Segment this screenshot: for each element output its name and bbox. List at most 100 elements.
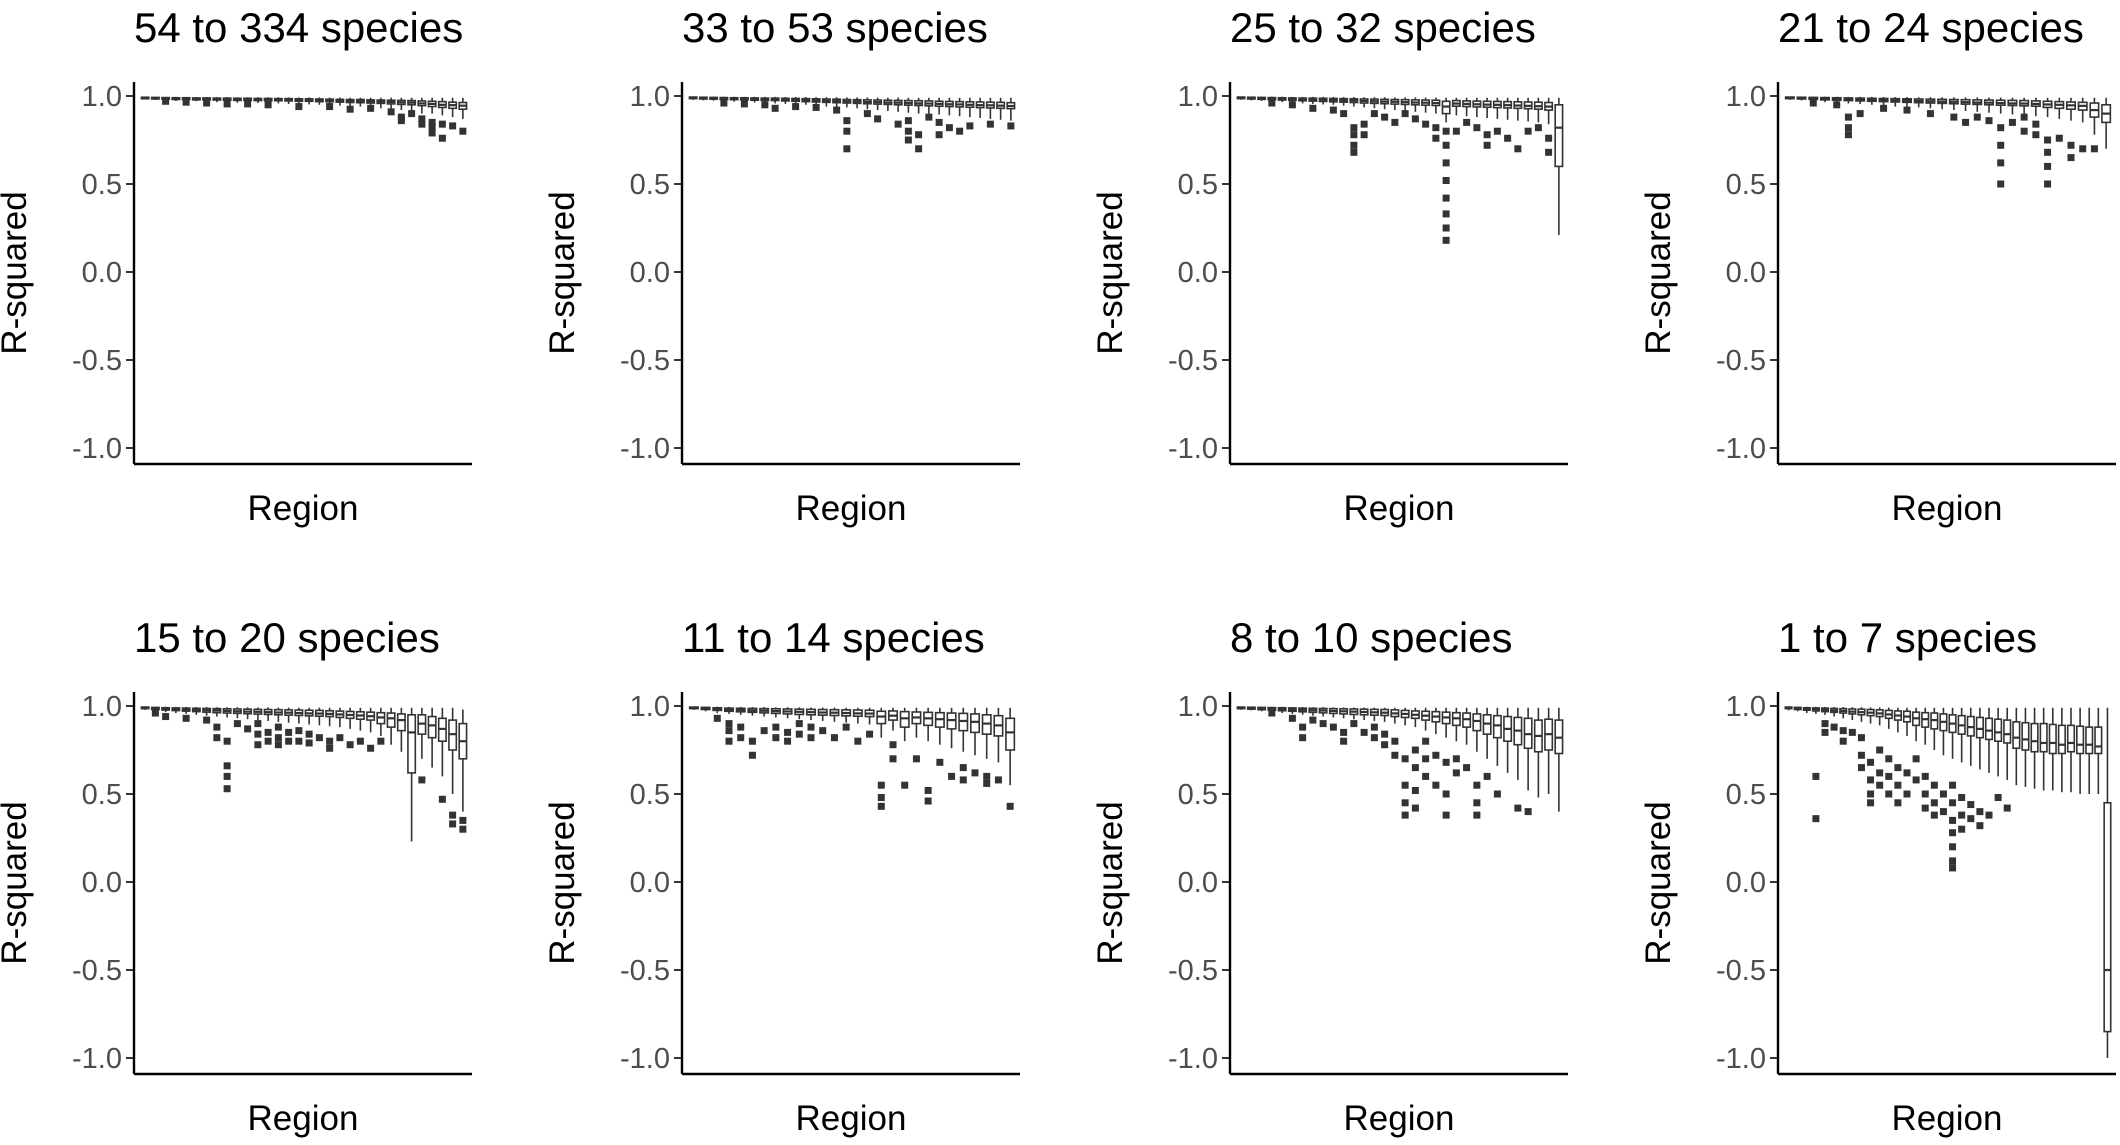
- outlier-point: [924, 786, 932, 794]
- outlier-point: [1809, 99, 1817, 107]
- y-tick-label: 0.0: [1178, 867, 1218, 899]
- y-tick-label: -0.5: [1168, 955, 1218, 987]
- outlier-point: [994, 776, 1002, 784]
- outlier-point: [1370, 734, 1378, 742]
- box-14: [821, 97, 831, 107]
- outlier-point: [725, 727, 733, 735]
- outlier-point: [1350, 148, 1358, 156]
- box-21: [1441, 97, 1451, 244]
- box-20: [335, 707, 345, 742]
- outlier-point: [1885, 790, 1893, 798]
- box-17: [852, 97, 862, 109]
- box-3: [1802, 706, 1811, 714]
- box-26: [944, 97, 954, 132]
- outlier-point: [1350, 141, 1358, 149]
- box-30: [985, 97, 995, 128]
- outlier-point: [748, 751, 756, 759]
- outlier-point: [792, 103, 800, 111]
- outlier-point: [2008, 118, 2016, 126]
- outlier-point: [244, 725, 252, 733]
- outlier-point: [377, 737, 385, 745]
- box-28: [965, 97, 975, 130]
- box-28: [1513, 707, 1523, 812]
- box-4: [171, 706, 181, 714]
- y-tick-label: -0.5: [72, 345, 122, 377]
- outlier-point: [1958, 811, 1966, 819]
- box-6: [191, 97, 201, 102]
- panel-title: 25 to 32 species: [1230, 4, 1536, 51]
- box-25: [2065, 97, 2077, 162]
- outlier-point: [854, 737, 862, 745]
- outlier-point: [1288, 101, 1296, 109]
- box-10: [1328, 97, 1338, 114]
- outlier-point: [1958, 794, 1966, 802]
- outlier-point: [1867, 790, 1875, 798]
- box-17: [304, 707, 314, 747]
- outlier-point: [326, 744, 334, 752]
- box-body: [2066, 724, 2076, 753]
- outlier-point: [1949, 864, 1957, 872]
- box-13: [263, 97, 273, 109]
- box-20: [335, 97, 345, 106]
- outlier-point: [1903, 769, 1911, 777]
- outlier-point: [203, 716, 211, 724]
- box-body: [1554, 104, 1564, 168]
- box-10: [1866, 707, 1875, 807]
- outlier-point: [1299, 734, 1307, 742]
- y-tick-label: 0.5: [630, 779, 670, 811]
- outlier-point: [1350, 131, 1358, 139]
- box-4: [1819, 96, 1831, 103]
- y-tick-label: 1.0: [82, 691, 122, 723]
- outlier-point: [935, 118, 943, 126]
- panel-2: 33 to 53 species 1.0 0.5 0.0 -0.5 -1.0 Region R…: [543, 4, 1020, 528]
- box-10: [232, 97, 242, 103]
- box-31: [448, 97, 458, 130]
- outlier-point: [1857, 764, 1865, 772]
- outlier-point: [740, 100, 748, 108]
- outlier-point: [1545, 148, 1553, 156]
- outlier-point: [1876, 781, 1884, 789]
- outlier-point: [1340, 728, 1348, 736]
- box-13: [1359, 97, 1369, 139]
- box-6: [1843, 96, 1854, 139]
- box-26: [1492, 707, 1502, 798]
- outlier-point: [1442, 141, 1450, 149]
- panel-title: 1 to 7 species: [1778, 614, 2037, 661]
- outlier-point: [264, 737, 272, 745]
- y-axis-title: R-squared: [1639, 801, 1678, 964]
- outlier-point: [397, 113, 405, 121]
- outlier-point: [1912, 755, 1920, 763]
- outlier-point: [959, 776, 967, 784]
- box-12: [1349, 97, 1359, 156]
- box-14: [273, 97, 283, 104]
- outlier-point: [438, 120, 446, 128]
- outlier-point: [1422, 120, 1430, 128]
- outlier-point: [1007, 122, 1015, 130]
- outlier-point: [1962, 118, 1970, 126]
- box-23: [366, 707, 376, 752]
- box-8: [1308, 707, 1318, 724]
- box-32: [2066, 707, 2076, 793]
- box-29: [1523, 97, 1533, 135]
- outlier-point: [1329, 723, 1337, 731]
- outlier-point: [295, 727, 303, 735]
- outlier-point: [925, 113, 933, 121]
- outlier-point: [1493, 127, 1501, 135]
- box-16: [294, 707, 304, 745]
- outlier-point: [1997, 180, 2005, 188]
- box-14: [273, 707, 283, 749]
- box-8: [212, 707, 222, 742]
- outlier-point: [367, 104, 375, 112]
- box-23: [1984, 707, 1994, 819]
- box-12: [1884, 707, 1893, 798]
- outlier-point: [1939, 790, 1947, 798]
- outlier-point: [1411, 786, 1419, 794]
- outlier-point: [1473, 811, 1481, 819]
- box-4: [171, 96, 181, 101]
- box-7: [1855, 96, 1866, 118]
- box-1: [140, 96, 150, 100]
- outlier-point: [151, 709, 159, 717]
- box-13: [811, 97, 821, 111]
- outlier-point: [915, 131, 923, 139]
